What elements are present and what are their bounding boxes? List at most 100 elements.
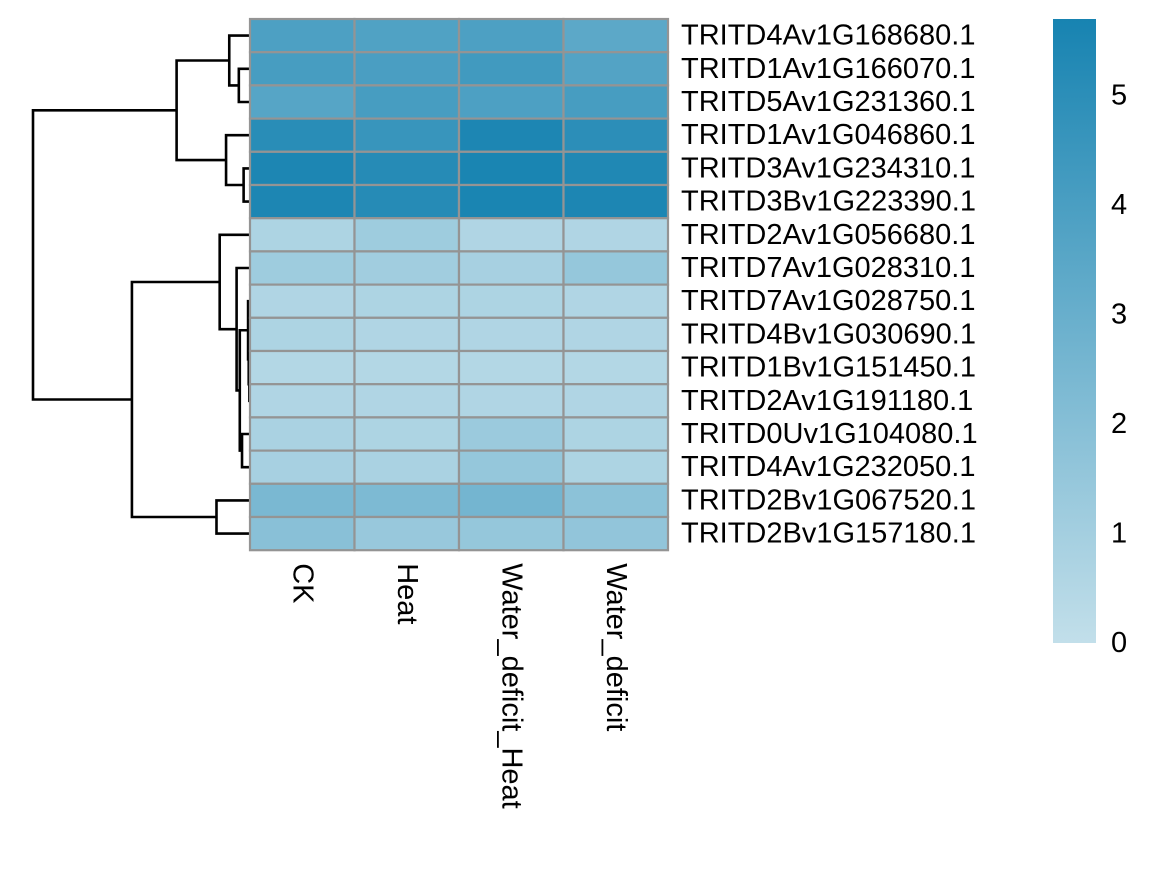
heatmap-cell [457,515,565,552]
column-label: Water_deficit [600,563,632,731]
heatmap-cell [562,51,670,87]
heatmap-cell [353,51,461,87]
heatmap-cell [457,283,565,319]
heatmap-cell [353,117,461,153]
row-label: TRITD1Bv1G151450.1 [681,352,976,384]
dendrogram-branch [242,167,250,203]
row-label: TRITD4Av1G168680.1 [681,20,975,52]
heatmap-cell [248,449,356,485]
heatmap-cell [457,349,565,386]
heatmap-cell [353,183,461,220]
heatmap-cell [353,150,461,187]
heatmap-cell [353,482,461,519]
row-label: TRITD7Av1G028310.1 [681,252,975,284]
column-label: CK [286,563,318,604]
heatmap-cell [248,183,356,220]
heatmap-cell [562,117,670,153]
heatmap-cell [457,449,565,485]
heatmap-cell [353,449,461,485]
legend-tick-label: 4 [1111,189,1127,221]
row-label: TRITD5Av1G231360.1 [681,86,975,118]
heatmap-cell [457,84,565,120]
dendrogram-branch [175,59,230,162]
heatmap-cell [457,51,565,87]
row-labels: TRITD4Av1G168680.1TRITD1Av1G166070.1TRIT… [681,20,978,550]
row-label: TRITD4Bv1G030690.1 [681,318,976,350]
heatmap-cell [248,515,356,552]
heatmap-cell [248,217,356,253]
column-label: Heat [391,563,423,624]
heatmap-cell [353,515,461,552]
heatmap-cell [248,416,356,452]
heatmap-cells [248,17,670,552]
heatmap-cell [562,250,670,286]
row-label: TRITD1Av1G166070.1 [681,53,975,85]
heatmap-cell [457,383,565,419]
color-legend: 0 1 2 3 4 5 [1053,19,1127,659]
heatmap-cell [562,515,670,552]
heatmap-cell [353,84,461,120]
dendrogram-branch [240,432,250,469]
heatmap-cell [562,84,670,120]
heatmap-cell [457,217,565,253]
heatmap-cell [562,183,670,220]
heatmap-cell [457,17,565,54]
row-label: TRITD7Av1G028750.1 [681,285,975,317]
heatmap-cell [248,150,356,187]
dendrogram-branch [215,499,250,535]
color-legend-bar [1053,19,1096,643]
heatmap-cell [562,283,670,319]
dendrogram-branch [224,133,250,187]
heatmap-cell [248,117,356,153]
row-label: TRITD2Bv1G157180.1 [681,518,976,550]
heatmap-cell [562,316,670,353]
legend-tick-label: 3 [1111,299,1127,331]
heatmap-cell [457,117,565,153]
heatmap-cell [562,416,670,452]
heatmap-cell [248,349,356,386]
heatmap-cell [457,183,565,220]
dendrogram-branch [130,280,220,519]
legend-tick-label: 0 [1111,627,1127,659]
heatmap-cell [562,150,670,187]
heatmap-cell [562,217,670,253]
heatmap-cell [248,51,356,87]
heatmap-cell [562,482,670,519]
heatmap-cell [248,383,356,419]
heatmap-cell [353,250,461,286]
dendrogram-branch [218,233,250,331]
heatmap-cell [353,383,461,419]
row-label: TRITD3Av1G234310.1 [681,152,975,184]
column-labels: CK Heat Water_deficit_Heat Water_deficit [286,563,632,809]
heatmap-cell [353,283,461,319]
legend-tick-label: 5 [1111,80,1127,112]
legend-tick-label: 2 [1111,408,1127,440]
heatmap-cell [353,17,461,54]
heatmap-cell [562,349,670,386]
row-label: TRITD3Bv1G223390.1 [681,186,976,218]
heatmap-cell [457,316,565,353]
row-label: TRITD1Av1G046860.1 [681,119,975,151]
heatmap-cell [248,84,356,120]
heatmap-cell [562,17,670,54]
heatmap-cell [562,383,670,419]
heatmap-cell [353,349,461,386]
heatmap-cell [353,217,461,253]
dendrogram-branch [31,109,177,401]
row-label: TRITD2Av1G191180.1 [681,385,973,417]
row-dendrogram [31,34,251,535]
row-label: TRITD4Av1G232050.1 [681,451,975,483]
heatmap-cell [248,17,356,54]
column-label: Water_deficit_Heat [495,563,527,809]
row-label: TRITD2Bv1G067520.1 [681,484,976,516]
legend-tick-label: 1 [1111,518,1127,550]
row-label: TRITD2Av1G056680.1 [681,219,975,251]
heatmap-cell [353,416,461,452]
heatmap-cell [457,482,565,519]
heatmap-cell [248,283,356,319]
heatmap-cell [248,316,356,353]
row-label: TRITD0Uv1G104080.1 [681,418,978,450]
heatmap-cell [248,250,356,286]
heatmap-cell [248,482,356,519]
